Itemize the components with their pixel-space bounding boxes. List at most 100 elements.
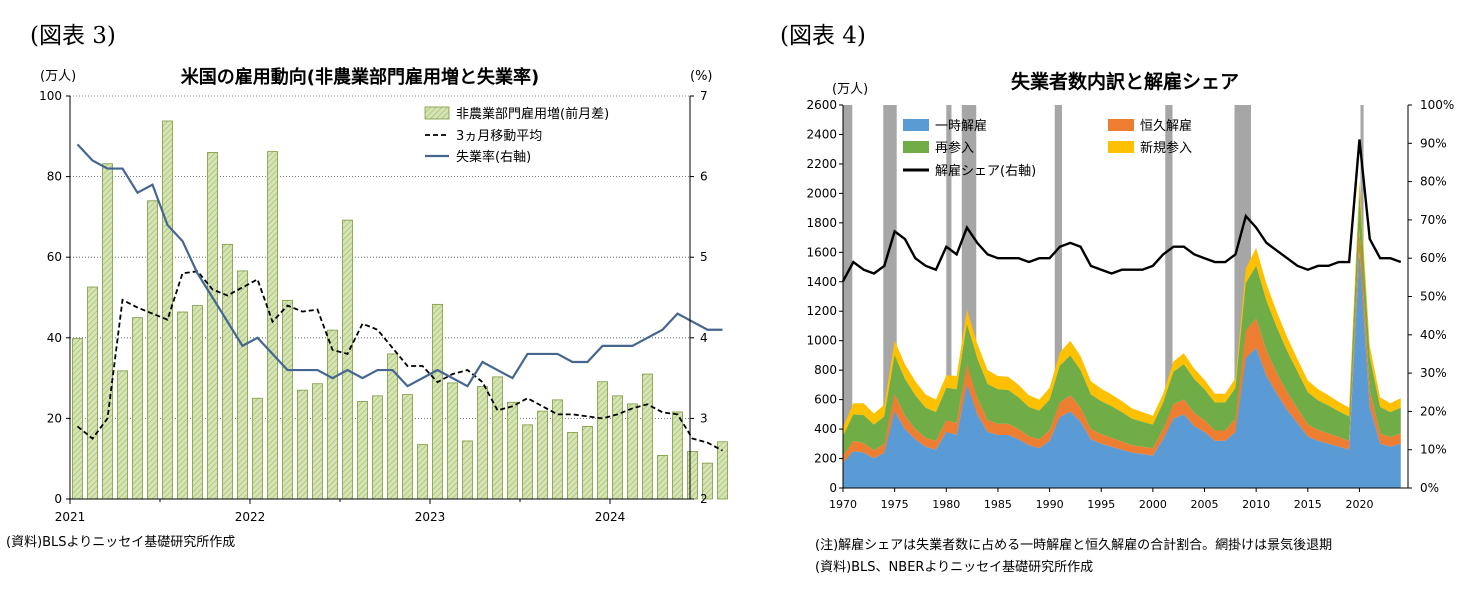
layoff-share-line	[841, 139, 1402, 282]
bar	[492, 376, 503, 500]
right-tick-label: 3	[700, 411, 708, 425]
recession-band	[1234, 105, 1251, 488]
bar	[582, 426, 593, 500]
recession-band	[1360, 105, 1364, 488]
bar	[387, 353, 398, 500]
right-tick-label: 5	[700, 250, 708, 264]
bar	[192, 305, 203, 500]
right-tick-label: 100%	[1420, 98, 1454, 112]
left-tick-label: 2000	[806, 186, 837, 200]
left-tick-label: 100	[39, 89, 62, 103]
recession-band	[961, 105, 977, 488]
bar	[372, 395, 383, 500]
bar	[252, 397, 263, 500]
bar	[402, 394, 413, 500]
right-tick-label: 40%	[1420, 328, 1447, 342]
left-tick-label: 400	[814, 422, 837, 436]
left-tick-label: 0	[829, 481, 837, 495]
left-tick-label: 60	[47, 250, 62, 264]
legend-label-ma: 3ヵ月移動平均	[456, 129, 542, 144]
legend-label-share: 解雇シェア(右軸)	[935, 163, 1036, 179]
legend-label-bars: 非農業部門雇用増(前月差)	[456, 106, 609, 122]
legend-label-temporary: 一時解雇	[935, 118, 987, 134]
left-tick-label: 1200	[806, 304, 837, 318]
bar	[612, 395, 623, 500]
bar	[417, 444, 428, 500]
bar	[447, 382, 458, 500]
bar	[162, 120, 173, 500]
area-permanent-layoff	[843, 230, 1401, 463]
right-tick-label: 20%	[1420, 404, 1447, 418]
legend-label-rate: 失業率(右軸)	[456, 149, 531, 165]
left-tick-label: 1800	[806, 216, 837, 230]
chart2-left-unit: (万人)	[832, 82, 868, 97]
right-tick-label: 0%	[1420, 481, 1439, 495]
bar	[327, 329, 338, 500]
bar	[87, 286, 98, 500]
x-tick-label: 1970	[829, 498, 857, 511]
bar	[687, 451, 698, 500]
x-tick-label: 2020	[1345, 498, 1373, 511]
x-tick-label: 2000	[1139, 498, 1167, 511]
bar	[642, 373, 653, 500]
bar	[267, 151, 278, 500]
unemployment-rate-line	[76, 143, 723, 388]
x-tick-label: 2023	[415, 510, 446, 524]
chart1-title: 米国の雇用動向(非農業部門雇用増と失業率)	[181, 66, 539, 88]
bar	[147, 200, 158, 500]
bar	[312, 383, 323, 500]
bar	[597, 381, 608, 500]
x-tick-label: 2022	[235, 510, 266, 524]
left-tick-label: 1400	[806, 275, 837, 289]
chart1-right-unit: (%)	[690, 69, 713, 84]
bar	[477, 386, 488, 500]
recession-band	[843, 105, 853, 488]
bar	[282, 299, 293, 500]
x-tick-label: 2015	[1294, 498, 1322, 511]
x-tick-label: 1985	[984, 498, 1012, 511]
right-tick-label: 80%	[1420, 175, 1447, 189]
legend-swatch-new-entrant	[1108, 141, 1134, 153]
x-tick-label: 2010	[1242, 498, 1270, 511]
bar	[672, 411, 683, 500]
figure4-note: (注)解雇シェアは失業者数に占める一時解雇と恒久解雇の合計割合。網掛けは景気後退…	[815, 538, 1333, 553]
left-tick-label: 2400	[806, 127, 837, 141]
x-tick-label: 2021	[55, 510, 86, 524]
bar	[357, 401, 368, 500]
x-tick-label: 2024	[595, 510, 626, 524]
figure3-source: (資料)BLSよりニッセイ基礎研究所作成	[6, 535, 236, 550]
area-temporary-layoff	[843, 252, 1401, 488]
bar	[222, 243, 233, 500]
bar	[507, 401, 518, 500]
bar	[72, 338, 83, 500]
left-tick-label: 80	[47, 170, 62, 184]
employment-chart: 米国の雇用動向(非農業部門雇用増と失業率) (万人) (%) 0 20 40 60 80…	[39, 66, 728, 524]
x-tick-label: 1990	[1036, 498, 1064, 511]
bar	[297, 389, 308, 500]
left-tick-label: 1600	[806, 245, 837, 259]
legend-swatch-permanent	[1108, 119, 1134, 131]
right-tick-label: 90%	[1420, 136, 1447, 150]
right-tick-label: 10%	[1420, 443, 1447, 457]
legend-label-permanent: 恒久解雇	[1140, 118, 1192, 134]
moving-average-line	[76, 270, 723, 452]
bar	[177, 311, 188, 500]
left-tick-label: 600	[814, 393, 837, 407]
area-new-entrant	[843, 180, 1401, 437]
right-tick-label: 60%	[1420, 251, 1447, 265]
x-tick-label: 1980	[932, 498, 960, 511]
left-tick-label: 40	[47, 331, 62, 345]
legend-swatch-temporary	[903, 119, 929, 131]
left-tick-label: 1000	[806, 334, 837, 348]
bar	[237, 270, 248, 500]
recession-band	[1165, 105, 1173, 488]
figure4-source: (資料)BLS、NBERよりニッセイ基礎研究所作成	[815, 560, 1094, 575]
x-tick-label: 1975	[881, 498, 909, 511]
left-tick-label: 20	[47, 411, 62, 425]
x-tick-label: 1995	[1087, 498, 1115, 511]
bar	[537, 410, 548, 500]
bar	[207, 152, 218, 500]
recession-band	[883, 105, 897, 488]
right-tick-label: 7	[700, 89, 708, 103]
bar	[522, 424, 533, 500]
